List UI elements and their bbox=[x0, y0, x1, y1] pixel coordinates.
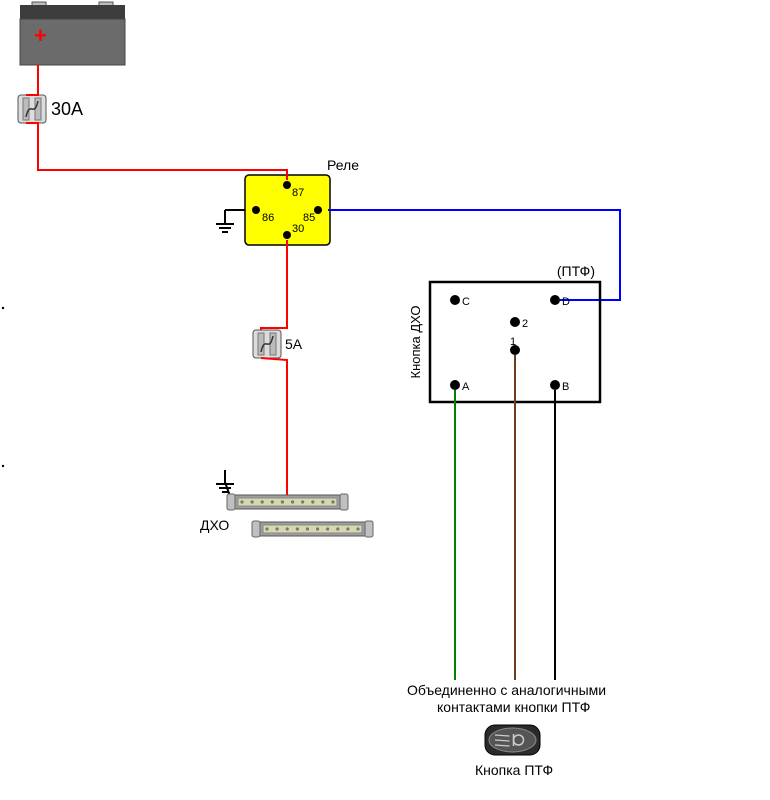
ground-relay bbox=[216, 210, 234, 232]
svg-text:85: 85 bbox=[303, 212, 315, 224]
note-line2: контактами кнопки ПТФ bbox=[437, 699, 590, 715]
note-line1: Объединенно с аналогичными bbox=[407, 682, 606, 698]
relay-title: Реле bbox=[327, 157, 359, 173]
svg-text:86: 86 bbox=[262, 212, 274, 224]
ground-drl bbox=[216, 470, 234, 492]
drl-label: ДХО bbox=[200, 517, 229, 533]
drl-bar-1 bbox=[227, 494, 348, 510]
svg-text:30: 30 bbox=[292, 223, 304, 235]
svg-text:+: + bbox=[34, 23, 47, 48]
battery: + bbox=[20, 2, 125, 65]
wire-red-batt-fuse bbox=[26, 65, 38, 95]
svg-text:A: A bbox=[462, 381, 470, 393]
relay bbox=[245, 175, 330, 245]
svg-text:B: B bbox=[562, 381, 569, 393]
fuse-5a bbox=[253, 330, 281, 358]
switch-title-top: (ПТФ) bbox=[557, 263, 595, 279]
svg-text:1: 1 bbox=[510, 336, 516, 348]
ptf-button bbox=[485, 725, 540, 755]
wire-red-fuse-relay bbox=[26, 123, 287, 180]
svg-text:2: 2 bbox=[522, 318, 528, 330]
wire-red-relay-fuse5 bbox=[261, 240, 287, 330]
wire-red-fuse5-drl bbox=[261, 358, 287, 502]
svg-text:C: C bbox=[462, 296, 470, 308]
svg-text:D: D bbox=[562, 296, 570, 308]
switch-title-left: Кнопка ДХО bbox=[408, 306, 423, 379]
fuse-30a bbox=[18, 95, 46, 123]
fuse-30a-label: 30A bbox=[51, 99, 83, 119]
ptf-button-label: Кнопка ПТФ bbox=[475, 762, 553, 778]
svg-text:87: 87 bbox=[292, 187, 304, 199]
drl-bar-2 bbox=[252, 521, 373, 537]
fuse-5a-label: 5A bbox=[285, 336, 303, 352]
wire-blue bbox=[328, 210, 620, 300]
